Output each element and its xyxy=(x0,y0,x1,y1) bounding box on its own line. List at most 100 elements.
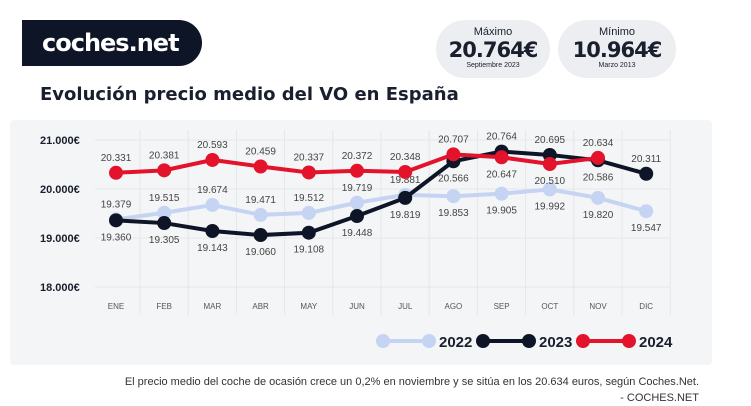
data-label-2023: 19.143 xyxy=(197,243,228,254)
data-label-2024: 20.647 xyxy=(486,169,517,180)
point-2022 xyxy=(253,207,268,222)
chart-title: Evolución precio medio del VO en España xyxy=(40,84,459,105)
y-tick-label: 18.000€ xyxy=(40,282,80,294)
data-label-2022: 19.471 xyxy=(245,195,276,206)
legend-label: 2023 xyxy=(539,334,572,351)
credit: - COCHES.NET xyxy=(620,392,699,404)
x-tick-label: ENE xyxy=(108,302,124,311)
data-label-2024: 20.510 xyxy=(535,176,566,187)
data-label-2022: 19.512 xyxy=(294,193,325,204)
data-label-2023: 20.311 xyxy=(631,154,661,165)
data-label-2022: 19.674 xyxy=(197,185,228,196)
point-2024 xyxy=(591,150,605,165)
point-2023 xyxy=(109,213,123,228)
max-date: Septiembre 2023 xyxy=(466,62,520,69)
data-label-2023: 20.764 xyxy=(486,132,517,143)
data-label-2024: 20.593 xyxy=(197,140,228,151)
data-label-2024: 20.337 xyxy=(294,152,325,163)
data-label-2023: 19.360 xyxy=(101,232,132,243)
caption-text: El precio medio del coche de ocasión cre… xyxy=(124,376,699,388)
min-value: 10.964€ xyxy=(572,38,663,62)
min-label: Mínimo xyxy=(598,26,636,38)
point-2022 xyxy=(157,205,172,220)
max-label: Máximo xyxy=(473,26,513,38)
point-2023 xyxy=(350,209,364,224)
caption: El precio medio del coche de ocasión cre… xyxy=(125,374,699,406)
point-2024 xyxy=(157,163,172,178)
data-label-2022: 19.992 xyxy=(535,201,566,212)
data-label-2023: 20.566 xyxy=(438,173,469,184)
y-tick-label: 19.000€ xyxy=(40,233,80,245)
x-tick-label: MAR xyxy=(204,302,222,311)
point-2024 xyxy=(301,165,316,180)
legend-marker xyxy=(476,334,490,348)
data-label-2022: 19.853 xyxy=(438,208,469,219)
point-2022 xyxy=(205,197,220,212)
data-label-2024: 20.381 xyxy=(149,150,180,161)
point-2024 xyxy=(109,165,123,180)
point-2022 xyxy=(301,205,316,220)
max-value: 20.764€ xyxy=(448,38,539,62)
point-2023 xyxy=(398,190,413,205)
point-2024 xyxy=(398,164,413,179)
x-tick-label: FEB xyxy=(156,302,172,311)
point-2022 xyxy=(446,189,461,204)
data-label-2024: 20.372 xyxy=(342,151,373,162)
x-tick-label: AGO xyxy=(445,302,463,311)
x-tick-label: JUN xyxy=(349,302,365,311)
y-tick-label: 21.000€ xyxy=(40,135,80,147)
point-2024 xyxy=(253,159,268,174)
data-label-2024: 20.459 xyxy=(245,147,276,158)
point-2024 xyxy=(205,152,220,167)
point-2022 xyxy=(542,182,557,197)
data-label-2024: 20.348 xyxy=(390,152,421,163)
point-2023 xyxy=(301,225,316,240)
legend-label: 2024 xyxy=(639,334,673,351)
legend-marker xyxy=(622,334,636,348)
point-2023 xyxy=(157,216,172,231)
point-2024 xyxy=(542,157,557,172)
point-2023 xyxy=(205,223,220,238)
data-label-2024: 20.634 xyxy=(583,138,614,149)
x-tick-label: MAY xyxy=(300,302,317,311)
x-tick-label: JUL xyxy=(398,302,413,311)
legend-marker xyxy=(376,334,390,348)
legend-marker xyxy=(522,334,536,348)
data-label-2023: 19.305 xyxy=(149,235,180,246)
point-2024 xyxy=(350,163,364,178)
point-2024 xyxy=(494,150,509,165)
point-2023 xyxy=(639,166,654,181)
data-label-2022: 19.881 xyxy=(390,175,421,186)
x-tick-label: SEP xyxy=(494,302,510,311)
x-tick-label: ABR xyxy=(252,302,269,311)
data-label-2024: 20.707 xyxy=(438,134,469,145)
data-label-2023: 19.819 xyxy=(390,210,421,221)
x-tick-label: OCT xyxy=(541,302,558,311)
max-stat: Máximo 20.764€ Septiembre 2023 xyxy=(436,20,550,78)
point-2022 xyxy=(639,204,654,219)
data-label-2023: 19.448 xyxy=(342,228,373,239)
series-line-2022 xyxy=(115,187,647,222)
data-label-2023: 20.695 xyxy=(535,135,566,146)
point-2024 xyxy=(446,147,461,162)
x-tick-label: DIC xyxy=(639,302,653,311)
point-2022 xyxy=(350,195,364,210)
data-label-2022: 19.379 xyxy=(101,199,132,210)
data-label-2022: 19.547 xyxy=(631,223,662,234)
data-label-2023: 19.108 xyxy=(294,245,325,256)
min-date: Marzo 2013 xyxy=(598,62,636,69)
legend-label: 2022 xyxy=(439,334,472,351)
brand-logo: coches.net xyxy=(22,20,202,66)
y-tick-label: 20.000€ xyxy=(40,184,80,196)
data-label-2024: 20.331 xyxy=(101,153,132,164)
data-label-2022: 19.820 xyxy=(583,210,614,221)
data-label-2022: 19.719 xyxy=(342,183,373,194)
legend-marker xyxy=(576,334,590,348)
legend-marker xyxy=(422,334,436,348)
point-2022 xyxy=(494,186,509,201)
data-label-2023: 20.586 xyxy=(583,172,614,183)
x-tick-label: NOV xyxy=(589,302,607,311)
data-label-2022: 19.515 xyxy=(149,193,180,204)
min-stat: Mínimo 10.964€ Marzo 2013 xyxy=(558,20,676,78)
